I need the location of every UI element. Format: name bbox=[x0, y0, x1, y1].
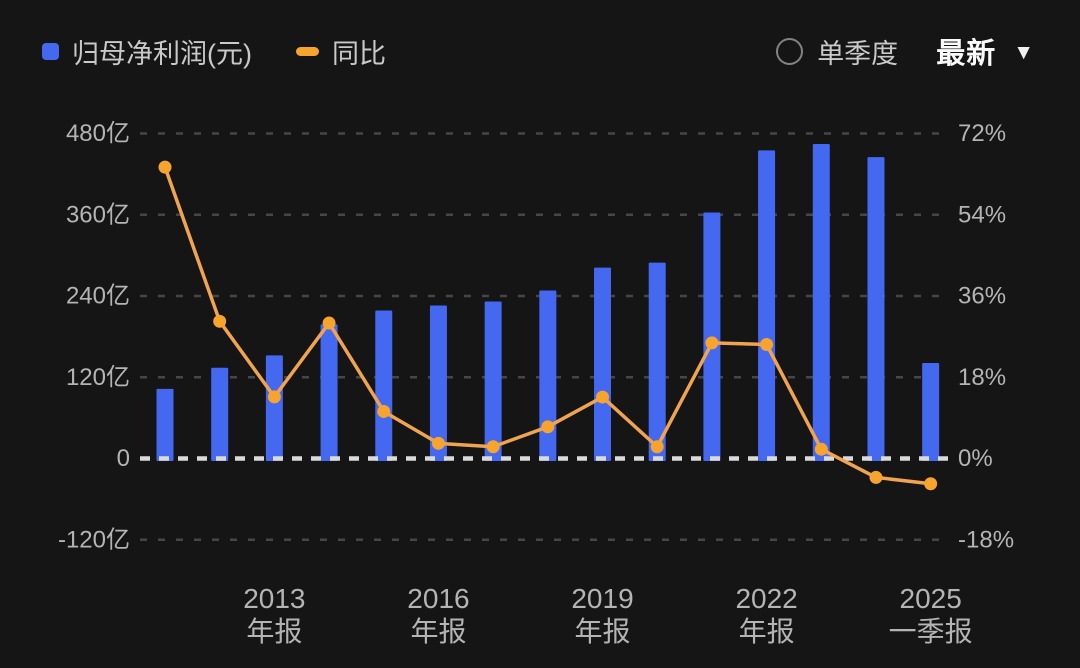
legend-item-net-profit[interactable]: 归母净利润(元) bbox=[42, 32, 252, 71]
x-axis-tick: 2019 bbox=[571, 583, 633, 614]
x-axis-tick: 年报 bbox=[575, 616, 631, 647]
x-axis-tick: 年报 bbox=[246, 616, 302, 647]
right-axis-tick: 36% bbox=[958, 283, 1006, 310]
legend-item-yoy[interactable]: 同比 bbox=[295, 32, 386, 71]
left-axis-tick: 240亿 bbox=[66, 283, 130, 310]
net-profit-swatch-icon bbox=[42, 42, 59, 60]
single-quarter-label: 单季度 bbox=[817, 38, 899, 69]
right-axis-tick: 0% bbox=[958, 445, 993, 472]
chevron-down-icon: ▼ bbox=[1013, 41, 1034, 64]
x-axis-tick: 2025 bbox=[900, 583, 962, 614]
yoy-swatch-icon bbox=[295, 46, 319, 56]
x-axis-tick: 一季报 bbox=[889, 616, 973, 647]
yoy-point-2013[interactable] bbox=[267, 390, 281, 404]
left-axis-tick: 480亿 bbox=[66, 120, 130, 147]
yoy-legend-label: 同比 bbox=[331, 38, 386, 69]
x-axis-tick: 年报 bbox=[739, 616, 795, 647]
yoy-point-2014[interactable] bbox=[322, 316, 336, 330]
bar-2014[interactable] bbox=[320, 324, 338, 461]
bar-2018[interactable] bbox=[539, 290, 557, 461]
single-quarter-toggle[interactable]: 单季度 bbox=[776, 32, 898, 71]
bar-2019[interactable] bbox=[594, 267, 612, 461]
bar-2016[interactable] bbox=[429, 305, 447, 461]
bar-2022[interactable] bbox=[758, 150, 776, 461]
yoy-point-2017[interactable] bbox=[486, 440, 500, 454]
right-axis-tick: 54% bbox=[958, 201, 1006, 228]
bar-2023[interactable] bbox=[812, 143, 830, 461]
bar-2017[interactable] bbox=[484, 301, 502, 461]
left-axis-tick: 0 bbox=[117, 445, 130, 472]
yoy-point-2022[interactable] bbox=[760, 337, 774, 351]
period-dropdown[interactable]: 最新 ▼ bbox=[936, 30, 1034, 72]
x-axis-tick: 2016 bbox=[407, 583, 469, 614]
left-axis-tick: -120亿 bbox=[58, 526, 130, 553]
yoy-point-2020[interactable] bbox=[650, 440, 664, 454]
x-axis-tick: 2022 bbox=[735, 583, 797, 614]
bar-2013[interactable] bbox=[265, 355, 283, 461]
left-axis-tick: 360亿 bbox=[66, 201, 130, 228]
right-axis-tick: -18% bbox=[958, 526, 1014, 553]
yoy-point-2018[interactable] bbox=[541, 420, 555, 434]
yoy-point-2016[interactable] bbox=[431, 436, 445, 450]
yoy-point-2025[interactable] bbox=[924, 477, 938, 491]
left-axis-tick: 120亿 bbox=[66, 364, 130, 391]
yoy-point-2019[interactable] bbox=[596, 390, 610, 404]
net-profit-legend-label: 归母净利润(元) bbox=[72, 38, 252, 69]
x-axis-tick: 2013 bbox=[243, 583, 305, 614]
radio-unchecked-icon bbox=[776, 37, 804, 65]
yoy-point-2023[interactable] bbox=[814, 442, 828, 456]
yoy-point-2024[interactable] bbox=[869, 470, 883, 484]
yoy-point-2021[interactable] bbox=[705, 336, 719, 350]
legend: 归母净利润(元) 同比 bbox=[42, 32, 386, 71]
yoy-point-2011[interactable] bbox=[158, 160, 172, 174]
bar-2011[interactable] bbox=[156, 388, 174, 461]
chart-controls: 单季度 最新 ▼ bbox=[776, 30, 1034, 72]
right-axis-tick: 18% bbox=[958, 364, 1006, 391]
yoy-point-2012[interactable] bbox=[213, 314, 227, 328]
bar-2025[interactable] bbox=[922, 363, 940, 461]
right-axis-tick: 72% bbox=[958, 120, 1006, 147]
bar-2024[interactable] bbox=[867, 157, 885, 462]
chart-header: 归母净利润(元) 同比 单季度 最新 ▼ bbox=[0, 0, 1080, 72]
x-axis-tick: 年报 bbox=[410, 616, 466, 647]
yoy-point-2015[interactable] bbox=[377, 404, 391, 418]
bar-2012[interactable] bbox=[211, 367, 229, 461]
bar-2020[interactable] bbox=[648, 262, 666, 461]
period-dropdown-value: 最新 bbox=[936, 38, 997, 70]
bar-2015[interactable] bbox=[375, 310, 393, 461]
